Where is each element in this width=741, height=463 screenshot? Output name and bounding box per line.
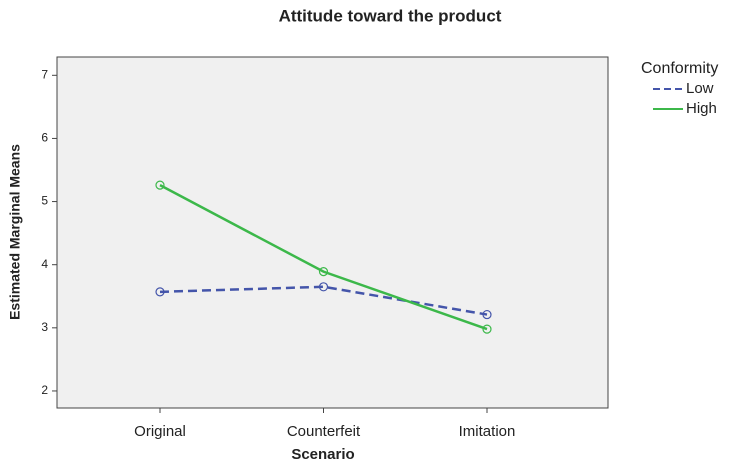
y-tick-label: 3 (41, 320, 48, 334)
series-line (159, 184, 488, 331)
point (318, 267, 329, 277)
chart-title: Attitude toward the product (279, 6, 502, 25)
y-tick-label: 5 (41, 194, 48, 208)
x-tick-label: Counterfeit (287, 423, 361, 440)
x-axis-label: Scenario (291, 446, 354, 463)
legend-label: Low (686, 80, 714, 97)
point (318, 282, 329, 292)
y-tick-label: 7 (41, 67, 48, 81)
x-tick-label: Imitation (459, 423, 516, 440)
point (482, 309, 492, 320)
legend-title: Conformity (641, 60, 718, 77)
y-tick-label: 2 (41, 383, 48, 397)
point (482, 324, 492, 334)
y-axis-label: Estimated Marginal Means (7, 144, 23, 320)
series-line (159, 285, 488, 316)
y-tick-label: 4 (41, 257, 48, 271)
y-tick-label: 6 (41, 131, 48, 145)
plot-area (56, 56, 609, 409)
point (155, 287, 165, 297)
x-tick-label: Original (134, 423, 186, 440)
point (155, 180, 165, 190)
legend-label: High (686, 100, 717, 117)
